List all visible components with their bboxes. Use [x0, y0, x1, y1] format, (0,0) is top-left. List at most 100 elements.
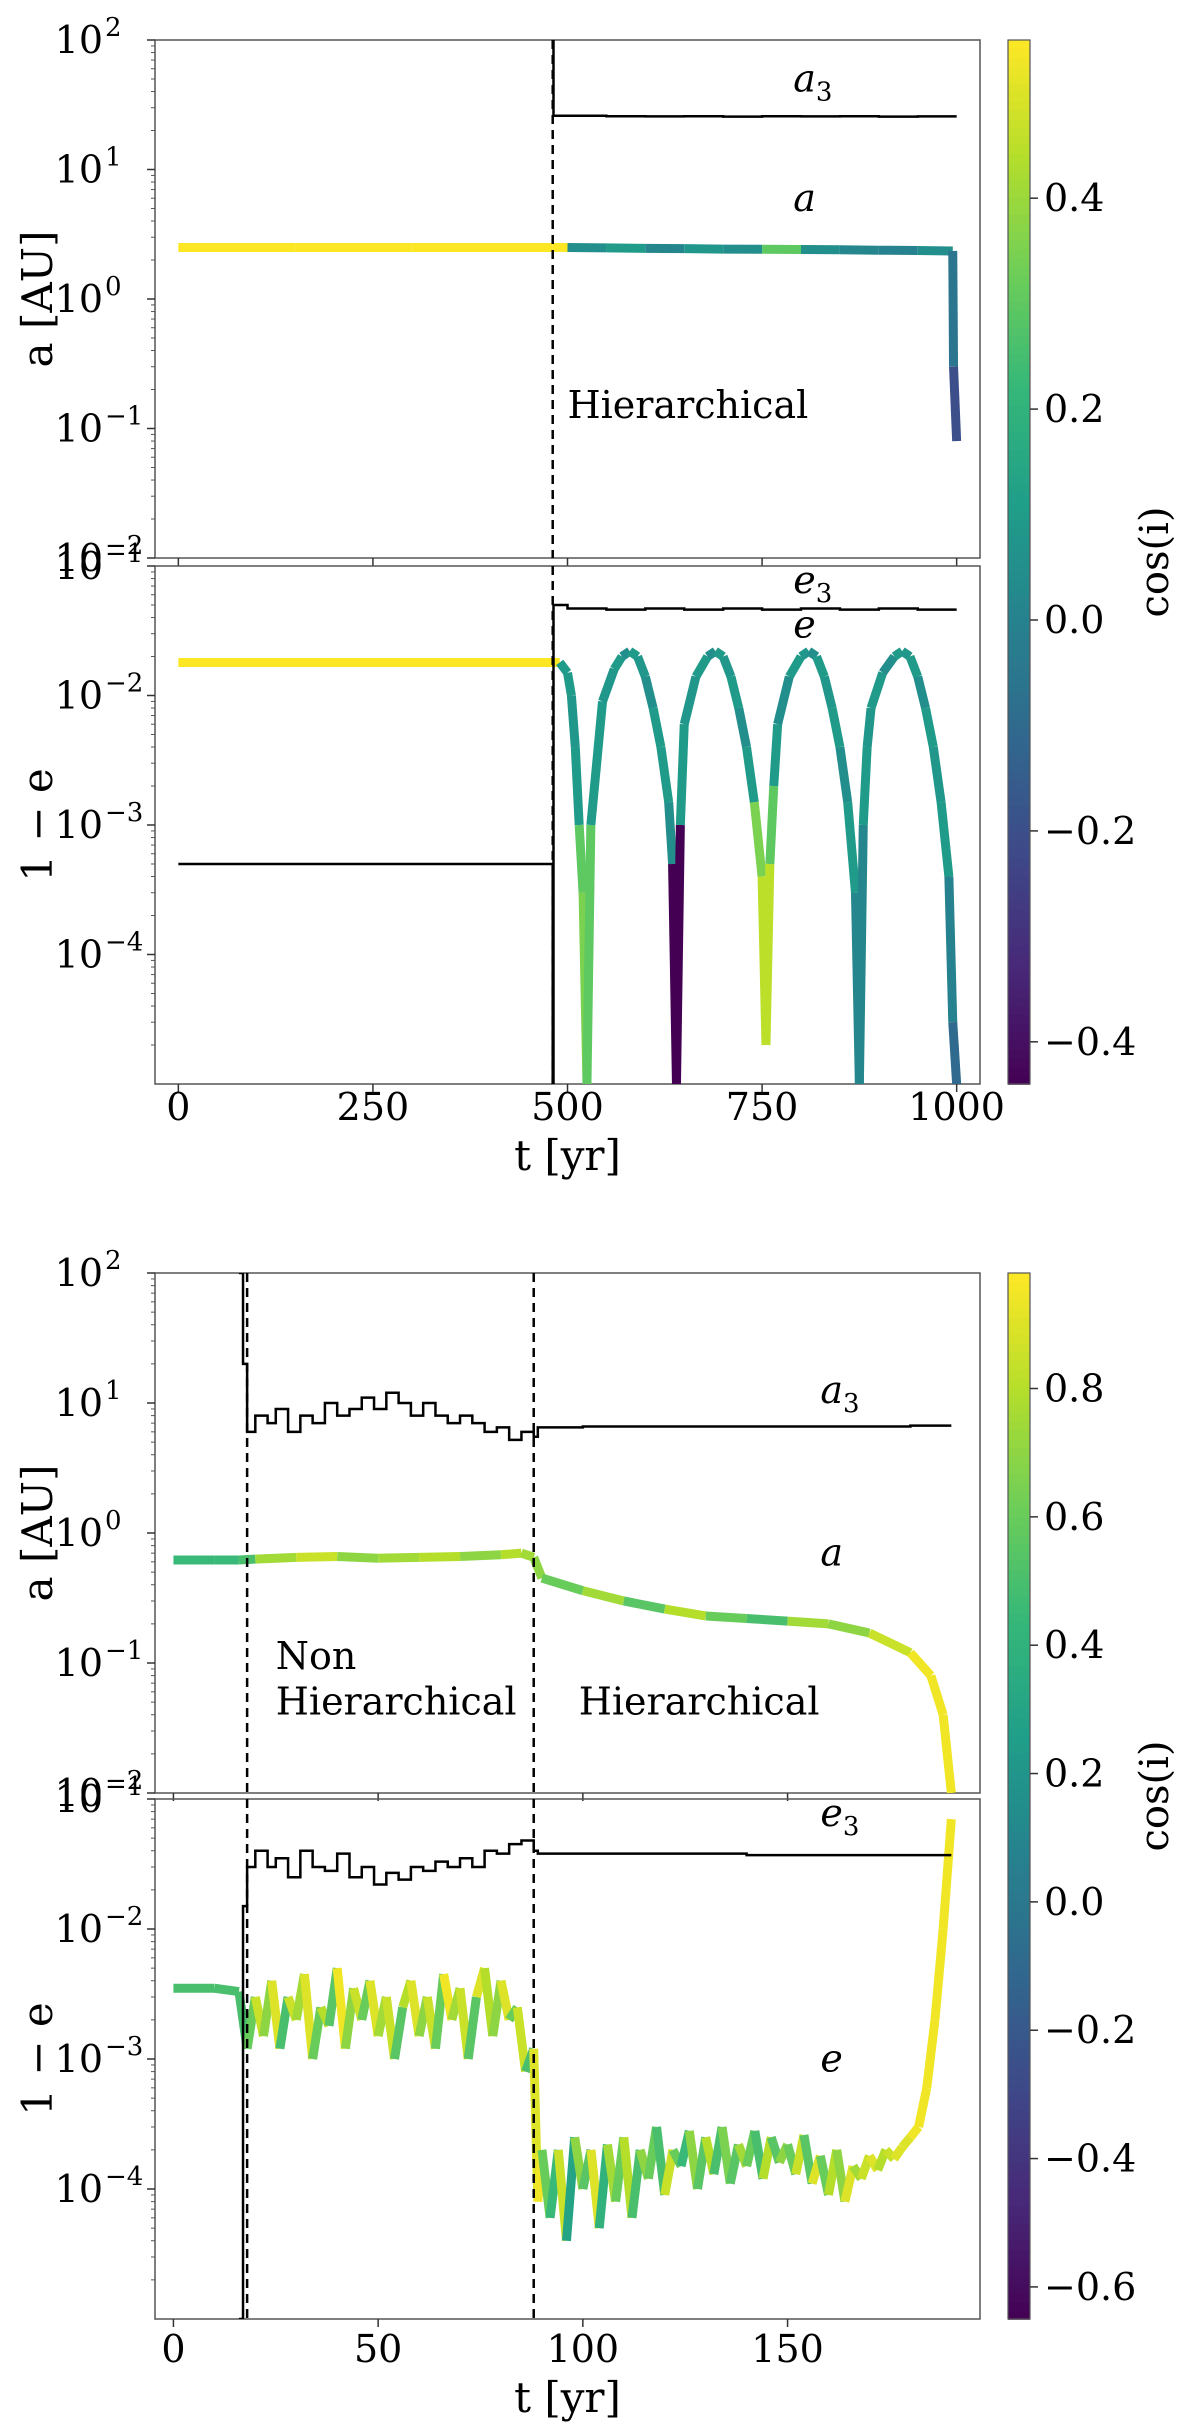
series-e-segment	[862, 707, 876, 748]
colorbar-swatch	[1008, 1804, 1030, 1815]
series-e-segment	[890, 2144, 906, 2162]
colorbar-swatch	[1008, 857, 1030, 868]
x-axis-label: t [yr]	[514, 1131, 621, 1180]
series-group	[173, 1818, 956, 2319]
y-tick-mantissa: 10	[55, 1381, 103, 1425]
colorbar-swatch	[1008, 1673, 1030, 1684]
colorbar-swatch	[1008, 1307, 1030, 1318]
colorbar: −0.4 −0.2 0.0 0.2 0.4 cos(i)	[1007, 39, 1178, 1085]
series-a-segment	[926, 1674, 948, 1717]
series-a3-line	[552, 40, 957, 118]
colorbar-swatch	[1008, 344, 1030, 354]
colorbar-swatch	[1008, 1534, 1030, 1545]
colorbar-frame	[1007, 39, 1031, 1085]
colorbar-swatch	[1008, 1325, 1030, 1335]
colorbar-swatch	[1008, 127, 1030, 137]
colorbar-swatch	[1008, 918, 1030, 929]
y-tick-mantissa: 10	[55, 803, 103, 847]
colorbar-swatch	[1008, 518, 1030, 528]
series-e-segment	[827, 707, 845, 748]
series-a-segment	[907, 1649, 935, 1679]
colorbar-swatch	[1008, 2109, 1030, 2120]
series-e-segment	[879, 653, 899, 676]
series-e-segment	[806, 647, 820, 661]
colorbar-swatch	[1008, 1586, 1030, 1597]
series-e-segment	[726, 675, 744, 710]
colorbar-swatch	[1008, 509, 1030, 520]
series-e-segment	[718, 654, 736, 679]
colorbar-swatch	[1008, 1482, 1030, 1492]
colorbar-swatch	[1008, 1299, 1030, 1309]
colorbar-swatch	[1008, 1883, 1030, 1893]
colorbar-swatch	[1008, 1595, 1030, 1606]
y-axis-label: a [AU]	[13, 1465, 62, 1602]
y-tick-mantissa: 10	[55, 1251, 103, 1295]
colorbar-swatch	[1008, 823, 1030, 833]
curve-label-a: a	[820, 1531, 843, 1575]
curve-label-main: e	[820, 1791, 843, 1835]
series-e-segment	[679, 675, 701, 726]
colorbar-swatch	[1008, 1334, 1030, 1344]
colorbar-swatch	[1008, 1316, 1030, 1327]
y-tick-mantissa: 10	[55, 277, 103, 321]
y-axis-label: 1 − e	[13, 2002, 62, 2115]
colorbar-swatch	[1008, 936, 1030, 946]
colorbar-swatch	[1008, 283, 1030, 294]
colorbar-swatch	[1008, 2310, 1030, 2320]
colorbar-swatch	[1008, 1734, 1030, 1745]
colorbar-tick-label: 0.0	[1044, 1880, 1104, 1924]
y-tick-label: 10	[55, 1641, 103, 1685]
colorbar-swatch	[1008, 1342, 1030, 1353]
series-e-segment	[598, 667, 619, 703]
y-tick-exponent: 0	[105, 272, 122, 302]
colorbar-swatch	[1008, 1717, 1030, 1728]
colorbar-swatch	[1008, 901, 1030, 911]
colorbar-swatch	[1008, 2275, 1030, 2285]
colorbar-swatch	[1008, 1891, 1030, 1902]
colorbar-swatch	[1008, 153, 1030, 163]
annotation: Hierarchical	[276, 1680, 517, 1724]
series-e-segment	[944, 876, 958, 1023]
x-tick-label: 250	[337, 1085, 410, 1129]
series-e-segment	[930, 1928, 948, 2021]
colorbar-swatch	[1008, 1961, 1030, 1972]
series-e-segment	[705, 647, 718, 661]
colorbar-swatch	[1008, 553, 1030, 563]
colorbar-swatch	[1008, 1822, 1030, 1832]
colorbar-swatch	[1008, 379, 1030, 389]
colorbar-swatch	[1008, 753, 1030, 763]
series-a-segment	[255, 1552, 297, 1564]
curve-label-sub: 3	[843, 1389, 860, 1419]
colorbar-tick-label: −0.2	[1044, 809, 1136, 853]
colorbar-swatch	[1008, 2013, 1030, 2024]
colorbar-swatch	[1008, 1918, 1030, 1928]
colorbar-swatch	[1008, 1778, 1030, 1789]
colorbar-swatch	[1008, 179, 1030, 189]
y-tick-mantissa: 10	[55, 544, 103, 588]
axes-frame	[154, 39, 981, 559]
series-e-segment	[610, 654, 626, 672]
series-e-segment	[734, 707, 751, 748]
colorbar-swatch	[1008, 1839, 1030, 1850]
colorbar-swatch	[1008, 196, 1030, 207]
y-tick-label: 10	[55, 2167, 103, 2211]
curve-label-main: e	[820, 2037, 843, 2081]
y-tick-label: 10	[55, 1511, 103, 1555]
series-e-segment	[938, 1818, 956, 1930]
colorbar-swatch	[1008, 475, 1030, 485]
colorbar-swatch	[1008, 814, 1030, 824]
colorbar-swatch	[1008, 762, 1030, 772]
colorbar-tick-label: 0.6	[1044, 1495, 1104, 1539]
colorbar-swatch	[1008, 170, 1030, 180]
colorbar-swatch	[1008, 1386, 1030, 1396]
colorbar-swatch	[1008, 1656, 1030, 1667]
colorbar-swatch	[1008, 883, 1030, 894]
colorbar-swatch	[1008, 83, 1030, 93]
colorbar-swatch	[1008, 718, 1030, 729]
series-e-segment	[906, 2124, 923, 2141]
colorbar-swatch	[1008, 2188, 1030, 2198]
colorbar-swatch	[1008, 2179, 1030, 2190]
colorbar-swatch	[1008, 605, 1030, 615]
